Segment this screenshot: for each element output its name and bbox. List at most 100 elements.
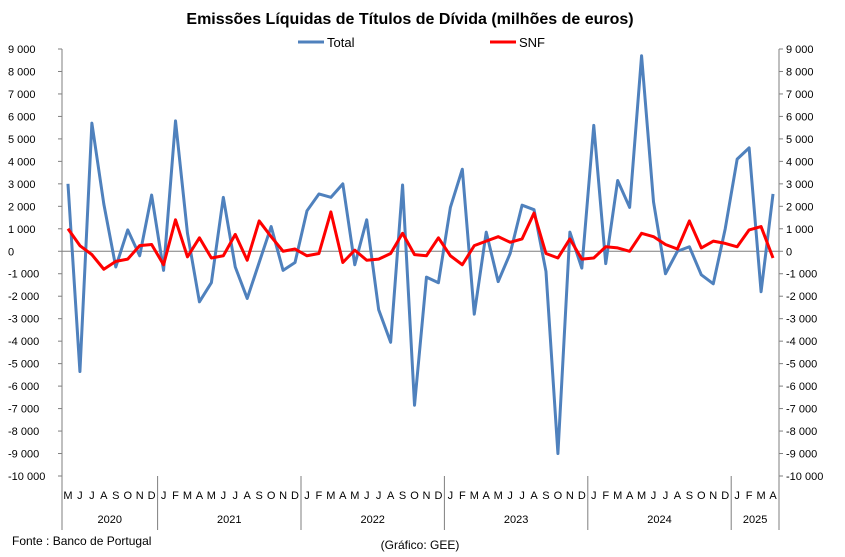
month-tick-label: S [399, 490, 406, 502]
month-tick-label: D [291, 490, 299, 502]
y-tick-label-right: 7 000 [786, 89, 814, 101]
data-point-total [605, 262, 607, 264]
data-point-snf [569, 238, 571, 240]
month-tick-label: O [697, 490, 706, 502]
month-tick-label: M [350, 490, 359, 502]
month-tick-label: S [542, 490, 549, 502]
data-point-snf [138, 244, 140, 246]
data-point-snf [198, 237, 200, 239]
y-axis-right: 9 000 8 000 7 000 6 000 5 000 4 000 3 000 2 000… [786, 44, 823, 483]
month-tick-label: J [233, 490, 239, 502]
data-point-total [210, 282, 212, 284]
data-point-total [401, 184, 403, 186]
data-point-total [222, 196, 224, 198]
y-tick-label-right: 2 000 [786, 201, 814, 213]
month-tick-label: M [326, 490, 335, 502]
y-tick-label-right: -5 000 [786, 359, 817, 371]
data-point-snf [557, 257, 559, 259]
data-point-snf [736, 246, 738, 248]
data-point-snf [127, 258, 129, 260]
data-point-total [736, 158, 738, 160]
data-point-snf [413, 253, 415, 255]
series-line-snf [66, 210, 775, 271]
month-tick-label: M [494, 490, 503, 502]
data-point-total [91, 122, 93, 124]
data-point-snf [461, 264, 463, 266]
data-point-snf [497, 235, 499, 237]
data-point-snf [652, 235, 654, 237]
data-point-snf [150, 243, 152, 245]
month-tick-label: J [651, 490, 657, 502]
month-tick-label: M [637, 490, 646, 502]
data-point-total [772, 193, 774, 195]
y-tick-label-right: -4 000 [786, 336, 817, 348]
data-point-total [294, 261, 296, 263]
y-tick-label-left: -6 000 [8, 381, 39, 393]
data-point-snf [210, 257, 212, 259]
data-point-snf [616, 247, 618, 249]
data-point-total [533, 208, 535, 210]
data-point-snf [174, 219, 176, 221]
y-tick-label-left: -10 000 [8, 471, 45, 483]
month-tick-label: D [721, 490, 729, 502]
data-point-snf [330, 211, 332, 213]
month-tick-label: D [434, 490, 442, 502]
data-point-total [640, 55, 642, 57]
data-point-snf [91, 253, 93, 255]
data-point-total [461, 168, 463, 170]
data-point-total [377, 308, 379, 310]
data-point-total [198, 301, 200, 303]
data-point-snf [700, 247, 702, 249]
data-point-snf [67, 228, 69, 230]
data-point-snf [377, 258, 379, 260]
month-tick-label: D [578, 490, 586, 502]
month-tick-label: M [470, 490, 479, 502]
y-tick-label-left: 7 000 [8, 89, 36, 101]
data-point-total [127, 229, 129, 231]
data-point-snf [748, 229, 750, 231]
data-point-total [186, 232, 188, 234]
y-tick-label-left: -3 000 [8, 314, 39, 326]
data-point-snf [485, 240, 487, 242]
data-point-total [652, 201, 654, 203]
y-tick-label-left: 5 000 [8, 134, 36, 146]
month-tick-label: J [591, 490, 597, 502]
data-point-snf [688, 220, 690, 222]
month-tick-label: A [387, 490, 395, 502]
data-point-snf [366, 259, 368, 261]
data-point-snf [162, 264, 164, 266]
data-point-snf [593, 257, 595, 259]
data-point-total [234, 266, 236, 268]
y-tick-label-left: 1 000 [8, 224, 36, 236]
data-point-snf [270, 235, 272, 237]
month-tick-label: A [196, 490, 204, 502]
data-point-total [581, 267, 583, 269]
month-tick-label: A [769, 490, 777, 502]
y-tick-label-right: -10 000 [786, 471, 823, 483]
month-tick-label: S [256, 490, 263, 502]
chart-title: Emissões Líquidas de Títulos de Dívida (… [186, 11, 633, 28]
data-point-total [509, 252, 511, 254]
month-tick-label: A [483, 490, 491, 502]
month-tick-label: M [183, 490, 192, 502]
y-tick-label-right: 5 000 [786, 134, 814, 146]
y-tick-label-left: 6 000 [8, 111, 36, 123]
y-tick-label-right: -1 000 [786, 269, 817, 281]
data-point-total [485, 231, 487, 233]
data-point-total [354, 264, 356, 266]
y-tick-label-right: 6 000 [786, 111, 814, 123]
month-tick-label: S [112, 490, 119, 502]
y-tick-label-right: -8 000 [786, 426, 817, 438]
month-tick-label: F [746, 490, 753, 502]
y-tick-label-right: -7 000 [786, 404, 817, 416]
data-point-total [593, 124, 595, 126]
data-point-snf [640, 232, 642, 234]
data-point-snf [103, 268, 105, 270]
data-point-snf [509, 241, 511, 243]
data-point-total [246, 297, 248, 299]
data-point-total [413, 404, 415, 406]
y-tick-label-right: -9 000 [786, 449, 817, 461]
month-tick-label: N [136, 490, 144, 502]
y-tick-label-left: -1 000 [8, 269, 39, 281]
